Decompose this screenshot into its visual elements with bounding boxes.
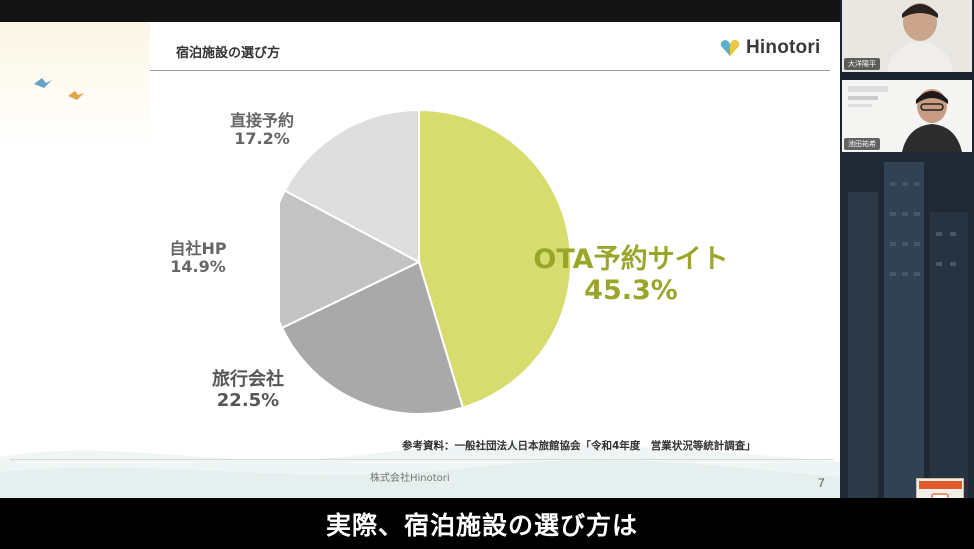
- heart-logo-icon: [720, 40, 740, 56]
- label-own-website: 自社HP 14.9%: [150, 239, 246, 277]
- pie-slice-ota: [418, 110, 570, 409]
- bird-icon: [68, 91, 84, 100]
- sky-decoration: [0, 22, 150, 152]
- label-agency-name: 旅行会社: [212, 369, 284, 390]
- subtitle-caption: 実際、宿泊施設の選び方は: [0, 498, 974, 549]
- label-ota: OTA予約サイト 45.3%: [506, 244, 756, 306]
- label-travel-agency: 旅行会社 22.5%: [198, 369, 298, 411]
- logo-text: Hinotori: [746, 37, 821, 58]
- pie-chart: [280, 110, 570, 414]
- page-number: 7: [818, 476, 825, 490]
- source-note: 参考資料：一般社団法人日本旅館協会「令和4年度 営業状況等統計調査」: [402, 440, 756, 452]
- label-ota-name: OTA予約サイト: [533, 244, 729, 275]
- city-background: [840, 152, 974, 498]
- label-own-name: 自社HP: [169, 239, 227, 258]
- participant-video-2[interactable]: 池田祐希: [842, 80, 972, 152]
- header-divider: [150, 70, 830, 71]
- pie-slice-own-website: [280, 189, 422, 330]
- participant-video-1[interactable]: 大洋陽平: [842, 0, 972, 72]
- wave-decoration: [0, 444, 840, 498]
- company-name: 株式会社Hinotori: [370, 473, 450, 484]
- label-direct-booking: 直接予約 17.2%: [212, 111, 312, 149]
- label-ota-pct: 45.3%: [584, 275, 678, 307]
- pie-slice-direct-booking: [283, 110, 420, 264]
- participant-name-1: 大洋陽平: [844, 58, 880, 70]
- bird-icon: [34, 78, 52, 88]
- slide-title: 宿泊施設の選び方: [176, 46, 281, 61]
- presentation-slide: 宿泊施設の選び方 Hinotori 直接予約 17.2% 自社HP 14.9% …: [0, 22, 840, 498]
- banner-header: [919, 481, 962, 489]
- person-icon: [842, 0, 972, 72]
- label-direct-name: 直接予約: [229, 111, 294, 130]
- participant-panel: 大洋陽平 池田祐希: [840, 0, 974, 498]
- caption-text: 実際、宿泊施設の選び方は: [325, 510, 638, 540]
- top-bar: [0, 0, 840, 22]
- label-direct-pct: 17.2%: [234, 129, 290, 149]
- participant-name-2: 池田祐希: [844, 138, 880, 150]
- company-logo: Hinotori: [720, 37, 820, 59]
- label-agency-pct: 22.5%: [216, 389, 280, 411]
- footer-divider: [10, 459, 834, 460]
- label-own-pct: 14.9%: [170, 257, 226, 277]
- pie-slice-travel-agency: [280, 260, 465, 414]
